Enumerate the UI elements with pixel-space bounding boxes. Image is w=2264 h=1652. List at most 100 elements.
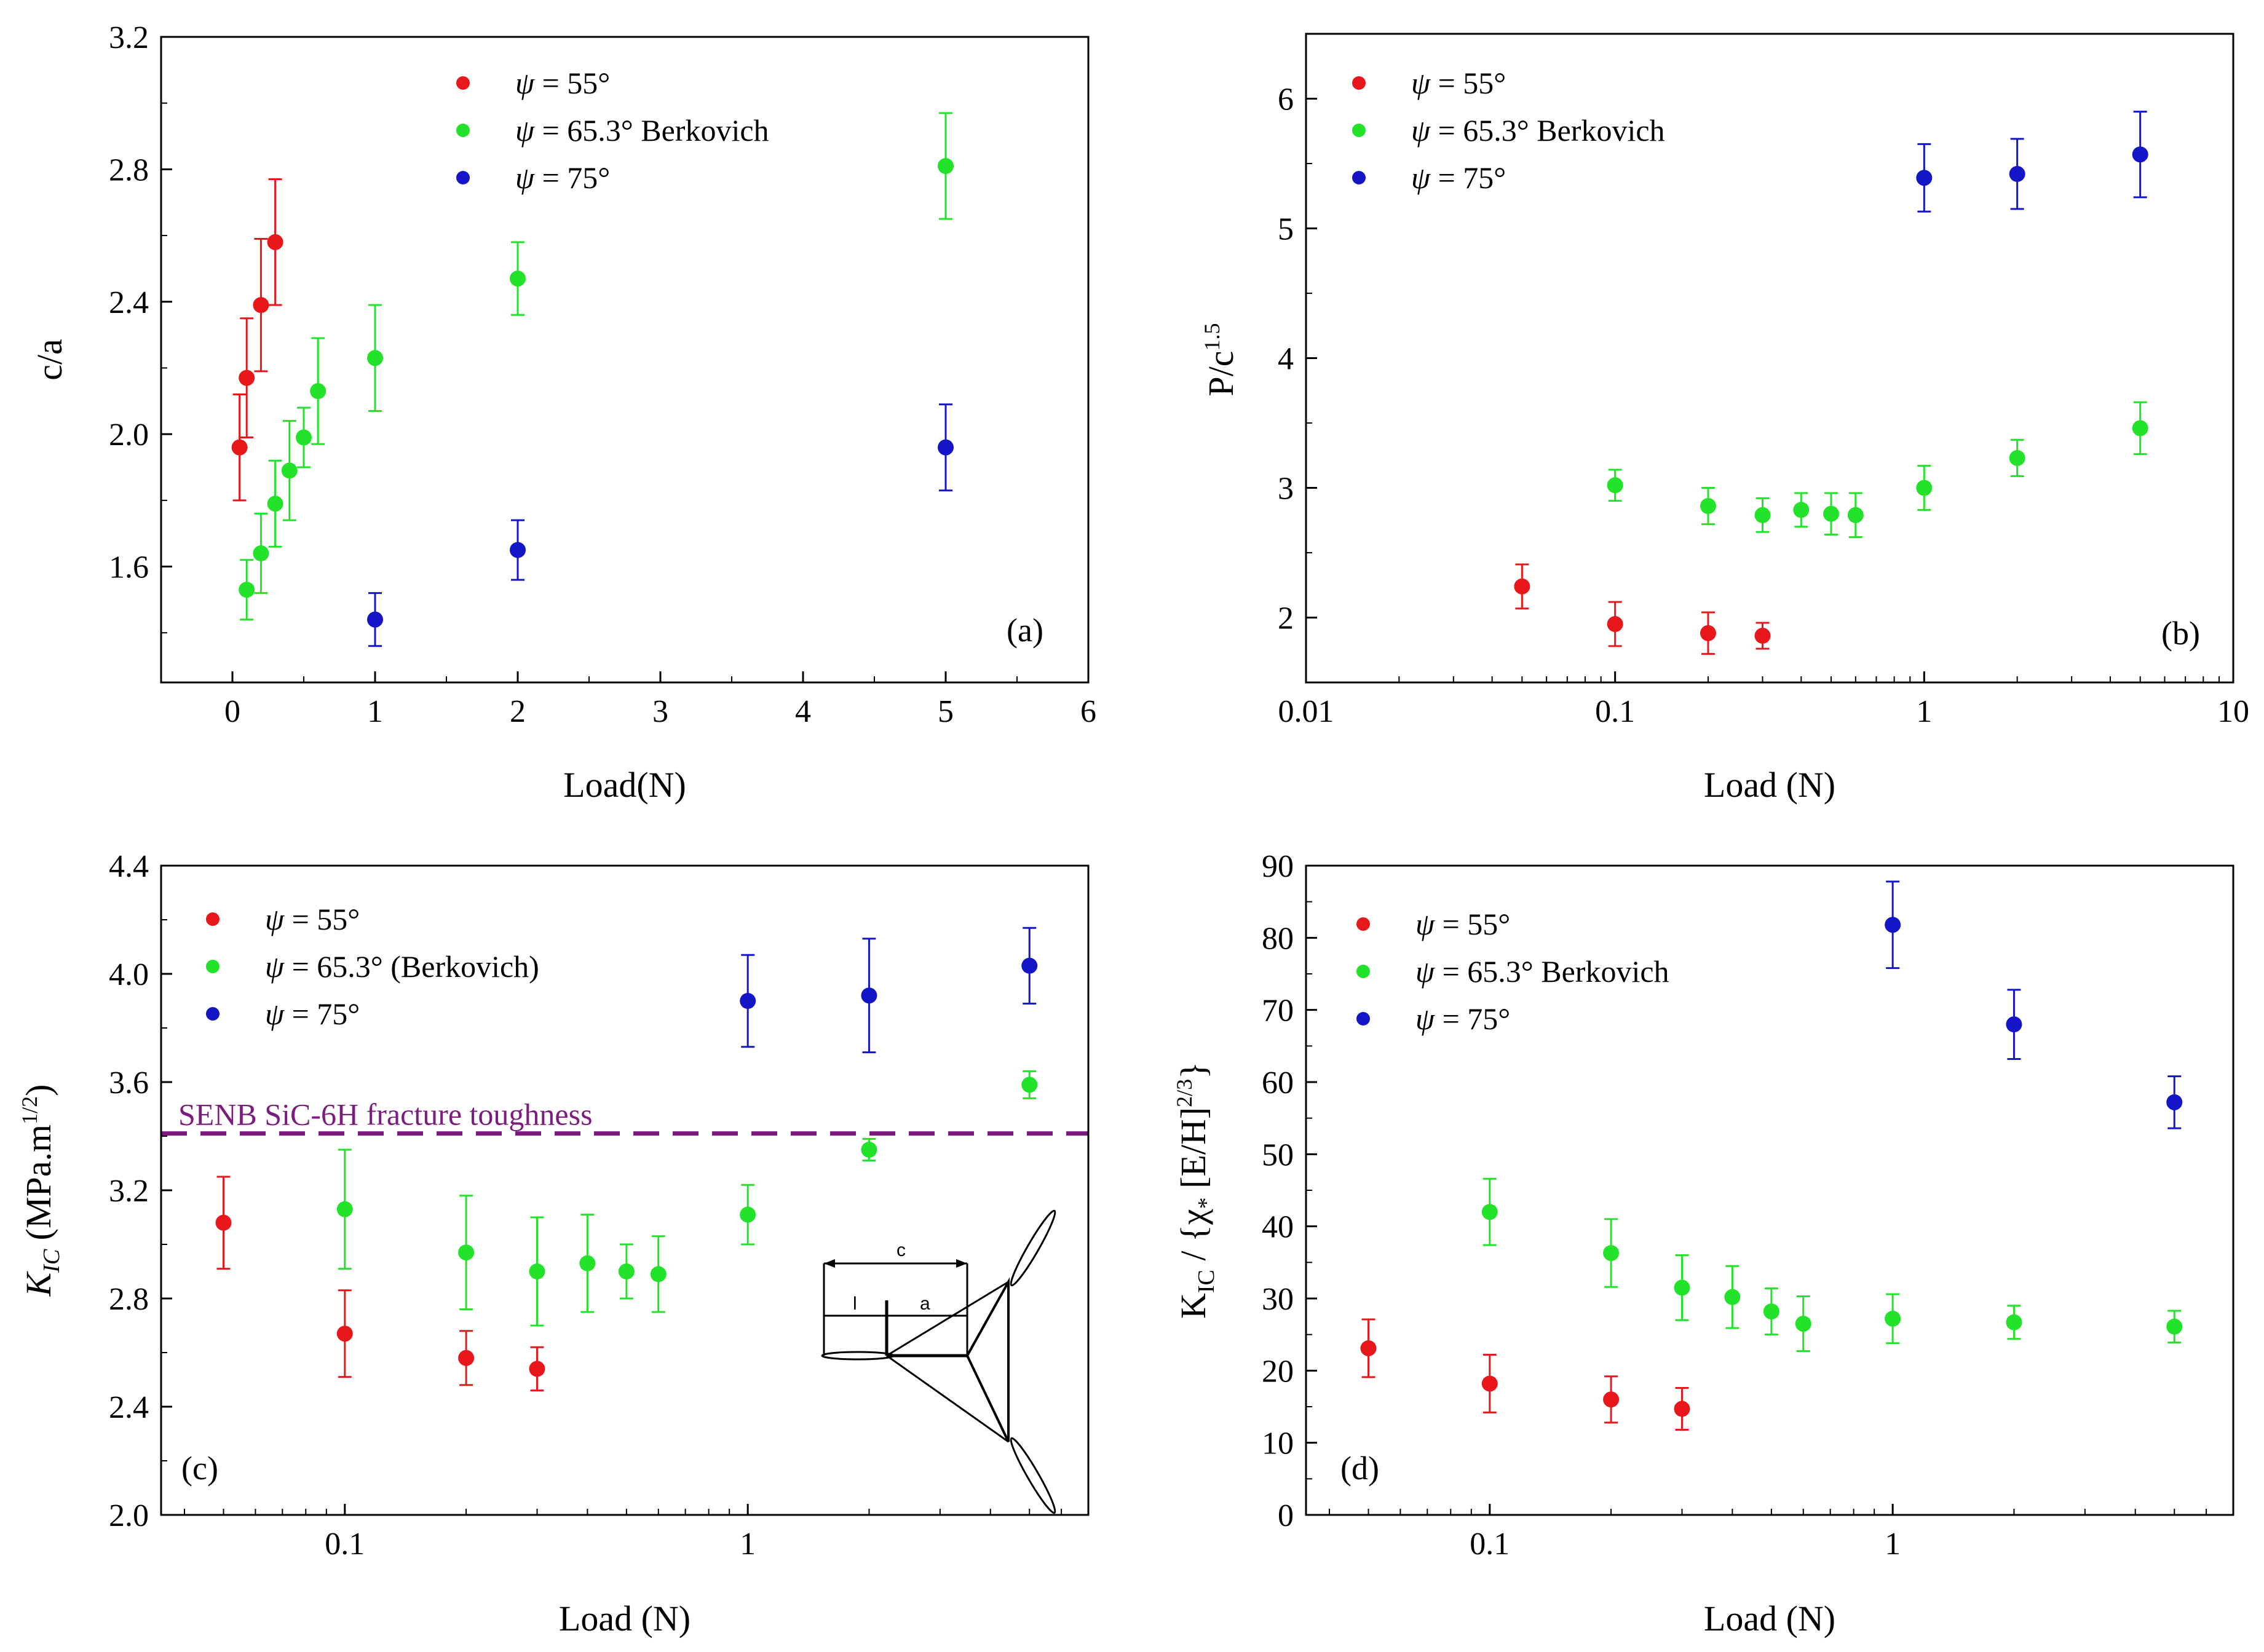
y-tick-label: 3.6: [109, 1065, 149, 1101]
data-point: [1823, 505, 1840, 522]
y-tick-label: 3.2: [109, 20, 149, 55]
data-point: [938, 158, 954, 174]
legend-a-marker-55: [456, 76, 470, 90]
y-tick-label: 4: [1278, 342, 1294, 377]
data-point: [253, 545, 269, 561]
legend-b-entry-65: ψ = 65.3° Berkovich: [1411, 113, 1665, 148]
data-point: [1360, 1340, 1377, 1356]
inset-indent-triangle: [965, 1277, 1010, 1442]
data-point: [336, 1201, 353, 1217]
data-point: [1885, 1310, 1901, 1327]
y-tick-label: 70: [1262, 994, 1294, 1029]
panel-b-ticks: [1305, 98, 2234, 682]
y-tick-label: 10: [1262, 1426, 1294, 1461]
y-tick-label: 2.0: [109, 417, 149, 453]
x-tick-label: 1: [1916, 694, 1932, 729]
legend-a-entry-65: ψ = 65.3° Berkovich: [515, 113, 769, 148]
data-point: [2009, 449, 2025, 466]
y-tick-label: 4.0: [109, 957, 149, 992]
data-point: [1481, 1204, 1498, 1220]
panel-b-label: (b): [2161, 615, 2200, 652]
panel-a-points: [231, 112, 954, 647]
data-point: [529, 1263, 545, 1279]
y-tick-label: 80: [1262, 921, 1294, 956]
x-tick-label: 3: [652, 694, 668, 729]
data-point: [1916, 170, 1933, 186]
legend-a-marker-65: [456, 124, 470, 137]
x-tick-label: 4: [795, 694, 811, 729]
legend-b-entry-55: ψ = 55°: [1411, 66, 1506, 100]
x-tick-label: 0.1: [1470, 1527, 1510, 1562]
data-point: [215, 1214, 232, 1231]
panel-d-label: (d): [1340, 1450, 1379, 1487]
legend-c-marker-65: [206, 960, 220, 973]
data-point: [510, 542, 526, 558]
data-point: [253, 297, 269, 314]
panel-a-y-axis-title: c/a: [30, 339, 69, 381]
x-tick-label: 5: [938, 694, 954, 729]
data-point: [1724, 1289, 1741, 1305]
data-point: [650, 1266, 667, 1282]
data-point: [2166, 1318, 2183, 1335]
panel-a-label: (a): [1007, 612, 1043, 649]
inset-label-a: a: [920, 1294, 930, 1314]
data-point: [861, 1142, 877, 1158]
y-tick-label: 4.4: [109, 849, 149, 884]
y-tick-label: 6: [1278, 82, 1294, 117]
panel-c-x-axis-title: Load (N): [559, 1599, 691, 1638]
y-tick-label: 2.8: [109, 1282, 149, 1317]
panel-c-legend: ψ = 55° ψ = 65.3° (Berkovich) ψ = 75°: [206, 902, 539, 1031]
y-tick-label: 2.4: [109, 1390, 149, 1425]
y-tick-label: 50: [1262, 1137, 1294, 1172]
legend-d-marker-75: [1356, 1012, 1370, 1026]
y-tick-label: 2: [1278, 601, 1294, 636]
data-point: [1674, 1279, 1690, 1296]
inset-crack-left: [821, 1351, 895, 1361]
y-tick-label: 40: [1262, 1210, 1294, 1245]
data-point: [618, 1263, 635, 1279]
inset-label-c: c: [896, 1240, 906, 1260]
data-point: [740, 993, 756, 1009]
data-point: [267, 496, 283, 512]
data-point: [740, 1206, 756, 1223]
panel-c-frame: [160, 864, 1090, 1516]
legend-c-entry-55: ψ = 55°: [265, 902, 360, 936]
data-point: [310, 383, 327, 400]
legend-d-entry-75: ψ = 75°: [1415, 1002, 1510, 1036]
y-tick-label: 0: [1278, 1498, 1294, 1533]
legend-d-entry-65: ψ = 65.3° Berkovich: [1415, 954, 1669, 989]
panel-b-points: [1514, 111, 2148, 655]
data-point: [2009, 165, 2025, 182]
data-point: [529, 1361, 545, 1377]
panel-d-y-axis-title: KIC / {χ* [E/H]2/3}: [1172, 1062, 1219, 1319]
legend-b-marker-55: [1352, 76, 1366, 90]
panel-b-frame: [1305, 33, 2234, 684]
inset-crack-upper: [1010, 1209, 1056, 1287]
legend-c-entry-65: ψ = 65.3° (Berkovich): [265, 949, 539, 984]
inset-c-arrow-left: [824, 1259, 835, 1268]
y-tick-label: 3.2: [109, 1174, 149, 1209]
data-point: [2006, 1016, 2022, 1033]
legend-c-entry-75: ψ = 75°: [265, 997, 360, 1031]
panel-d-points: [1360, 880, 2183, 1431]
data-point: [1793, 502, 1810, 518]
legend-d-marker-55: [1356, 917, 1370, 931]
panel-c-label: (c): [181, 1450, 218, 1487]
data-point: [1847, 507, 1864, 523]
panel-c-y-axis-title: KIC (MPa.m1/2): [17, 1084, 65, 1297]
data-point: [367, 350, 383, 366]
x-tick-label: 0: [224, 694, 240, 729]
panel-b-y-axis-title: P/c1.5: [1200, 323, 1241, 396]
x-tick-label: 1: [1885, 1527, 1901, 1562]
data-point: [1514, 578, 1530, 595]
x-tick-label: 0.1: [325, 1527, 365, 1562]
panel-b-legend: ψ = 55° ψ = 65.3° Berkovich ψ = 75°: [1352, 66, 1665, 195]
panel-a-x-axis-title: Load(N): [563, 765, 686, 805]
data-point: [2006, 1314, 2022, 1330]
data-point: [1763, 1303, 1779, 1320]
y-tick-label: 2.8: [109, 152, 149, 188]
panel-c-ticks: [161, 864, 1063, 1516]
legend-b-marker-65: [1352, 124, 1366, 137]
legend-d-entry-55: ψ = 55°: [1415, 907, 1510, 941]
